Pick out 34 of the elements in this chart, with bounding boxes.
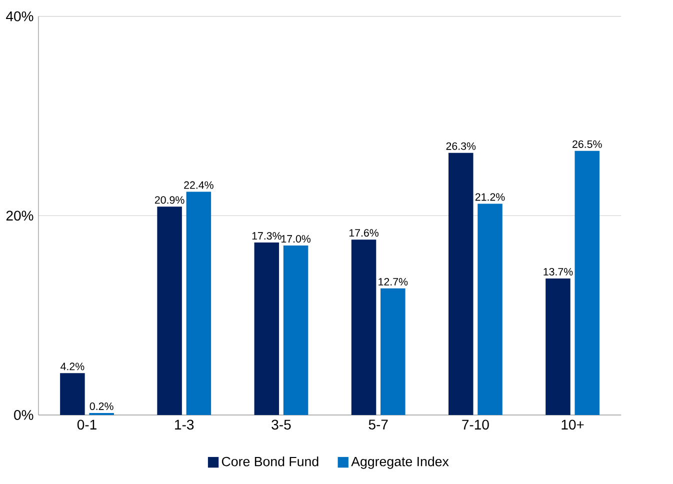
x-tick-label: 3-5 xyxy=(272,420,291,430)
legend-label: Core Bond Fund xyxy=(222,456,318,466)
data-label: 17.3% xyxy=(252,232,282,240)
x-tick-label: 10+ xyxy=(562,420,584,430)
x-tick-label: 0-1 xyxy=(77,420,96,430)
data-label: 12.7% xyxy=(378,278,408,286)
x-tick-label: 7-10 xyxy=(462,420,489,430)
y-tick-label: 0% xyxy=(14,410,34,420)
bar xyxy=(448,152,474,415)
y-tick-label: 40% xyxy=(6,11,34,22)
x-tick-label: 1-3 xyxy=(175,420,194,430)
data-label: 0.2% xyxy=(90,402,114,410)
x-tick-label: 5-7 xyxy=(368,420,388,430)
bar xyxy=(351,240,376,415)
data-label: 22.4% xyxy=(184,181,214,189)
legend-label: Aggregate Index xyxy=(351,456,449,469)
data-label: 13.7% xyxy=(544,268,573,276)
bar xyxy=(478,204,502,415)
data-label: 26.5% xyxy=(572,140,602,148)
data-label: 4.2% xyxy=(60,362,84,370)
data-label: 20.9% xyxy=(154,196,184,204)
bar xyxy=(283,246,308,415)
data-label: 17.0% xyxy=(281,235,311,243)
bar xyxy=(186,192,212,415)
data-label: 17.6% xyxy=(349,229,378,237)
bar xyxy=(574,150,600,415)
bar xyxy=(380,288,406,415)
bar xyxy=(157,206,182,415)
bar xyxy=(60,373,85,415)
data-label: 26.3% xyxy=(446,142,476,150)
bar xyxy=(254,242,280,415)
bar xyxy=(546,278,570,415)
y-tick-label: 20% xyxy=(6,210,34,221)
data-label: 21.2% xyxy=(475,193,505,201)
